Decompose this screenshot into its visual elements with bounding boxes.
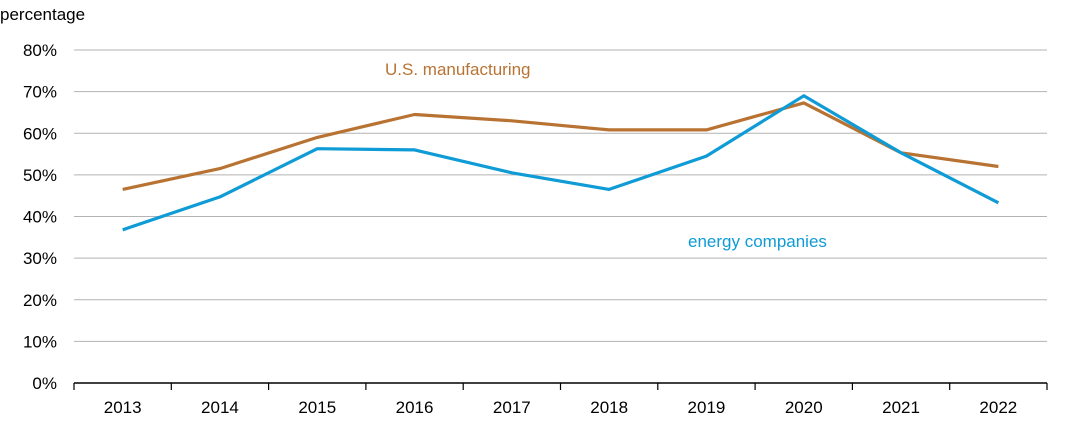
series-line-us-manufacturing [122, 101, 999, 191]
x-tick-label: 2018 [590, 398, 628, 417]
x-tick-label: 2019 [688, 398, 726, 417]
y-tick-label: 60% [23, 124, 57, 143]
x-tick-label: 2016 [396, 398, 434, 417]
y-tick-label: 10% [23, 332, 57, 351]
y-tick-label: 70% [23, 83, 57, 102]
y-tick-label: 80% [23, 41, 57, 60]
x-axis: 2013 2014 2015 2016 2017 2018 2019 2020 2021 2022 [73, 382, 1048, 417]
x-tick-label: 2013 [104, 398, 142, 417]
gridlines [74, 49, 1047, 342]
x-tick-label: 2022 [979, 398, 1017, 417]
series-line-energy-companies [122, 94, 1000, 232]
y-axis-ticks: 0% 10% 20% 30% 40% 50% 60% 70% 80% [23, 41, 57, 393]
x-tick-label: 2015 [298, 398, 336, 417]
x-tick-label: 2021 [882, 398, 920, 417]
series-lines [122, 94, 1000, 232]
y-tick-label: 20% [23, 291, 57, 310]
y-tick-label: 0% [32, 374, 57, 393]
y-tick-label: 40% [23, 208, 57, 227]
y-axis-label: percentage [0, 5, 85, 24]
x-tick-label: 2020 [785, 398, 823, 417]
y-tick-label: 50% [23, 166, 57, 185]
series-label-energy-companies: energy companies [688, 232, 827, 251]
y-tick-label: 30% [23, 249, 57, 268]
series-label-us-manufacturing: U.S. manufacturing [385, 60, 531, 79]
x-tick-label: 2017 [493, 398, 531, 417]
x-tick-label: 2014 [201, 398, 239, 417]
